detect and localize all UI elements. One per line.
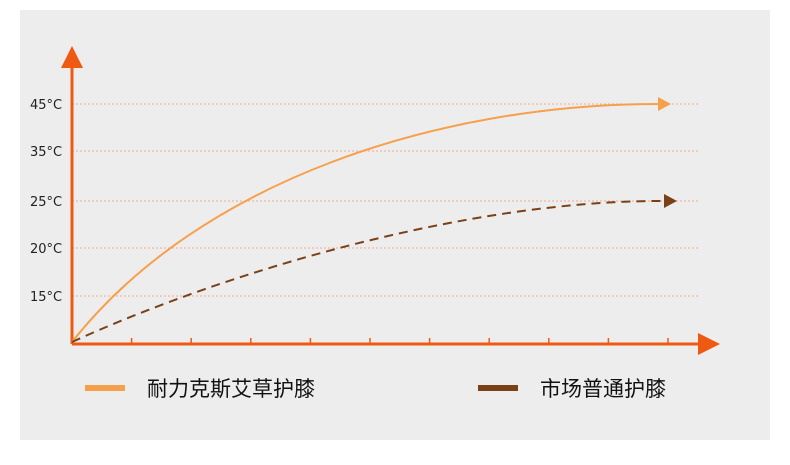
y-tick-label: 45°C [30, 98, 62, 113]
y-tick-label: 25°C [30, 195, 62, 210]
grid-lines [72, 103, 700, 297]
y-tick-label: 35°C [30, 145, 62, 160]
chart-panel [20, 10, 770, 440]
series-line-ordinary [71, 199, 665, 343]
series-line-nailikesi [71, 103, 659, 343]
legend-label: 耐力克斯艾草护膝 [147, 377, 315, 401]
series-arrow-nailikesi [658, 97, 671, 111]
legend-item-nailikesi: 耐力克斯艾草护膝 [85, 373, 315, 403]
x-axis-arrow [698, 333, 720, 355]
series-arrow-ordinary [664, 194, 677, 208]
legend-swatch-solid [85, 385, 125, 391]
series-lines [71, 97, 677, 343]
legend-item-ordinary: 市场普通护膝 [478, 373, 666, 403]
legend-label: 市场普通护膝 [540, 377, 666, 401]
y-tick-label: 20°C [30, 242, 62, 257]
y-tick-labels: 15°C 20°C 25°C 35°C 45°C [30, 98, 62, 305]
axes [61, 46, 720, 355]
y-tick-label: 15°C [30, 290, 62, 305]
y-axis-arrow [61, 46, 83, 68]
legend-swatch-dashed [478, 385, 518, 391]
